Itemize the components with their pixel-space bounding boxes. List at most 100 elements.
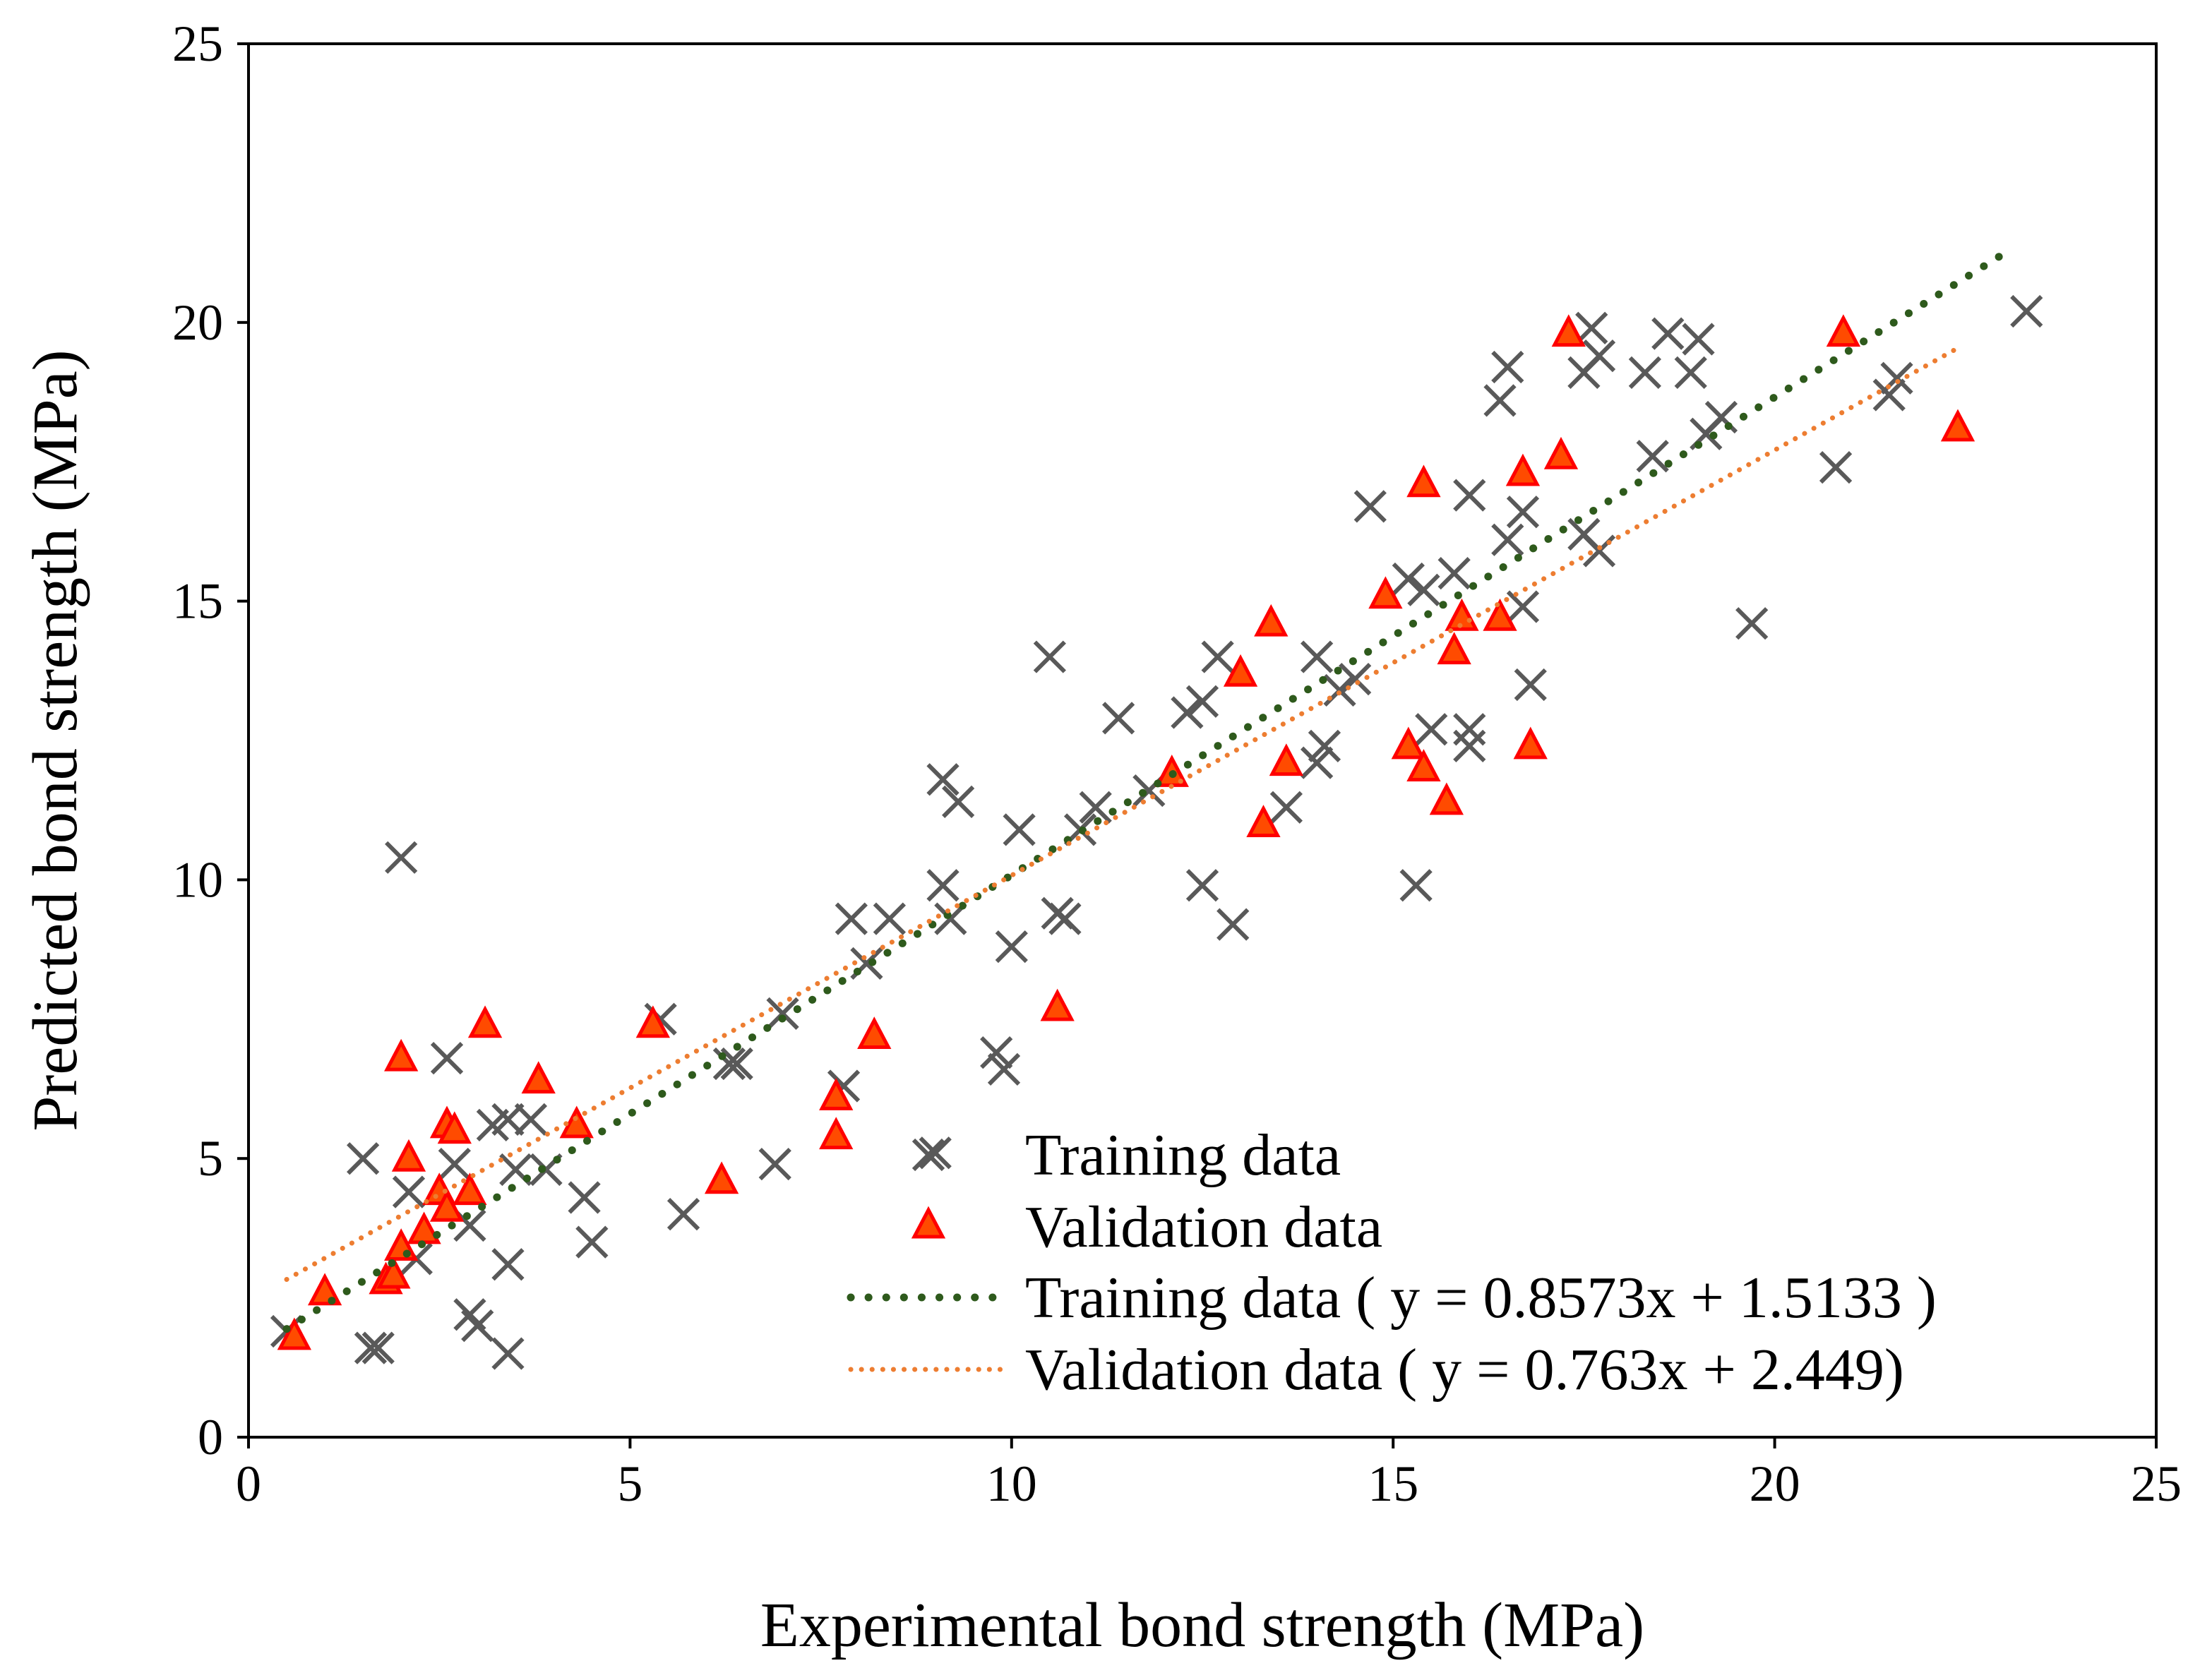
- validation-data-point: [437, 1111, 472, 1144]
- training-data-point: [1636, 440, 1669, 473]
- training-data-point: [568, 1181, 601, 1214]
- validation-trendline: [284, 345, 1961, 1283]
- x-tick-label: 0: [236, 1456, 261, 1512]
- training-data-point: [1353, 490, 1387, 523]
- validation-data-point: [1940, 409, 1975, 442]
- validation-data-point: [819, 1117, 854, 1150]
- training-data-point: [1628, 356, 1661, 389]
- validation-data-point: [1406, 464, 1441, 498]
- training-data-point: [1453, 729, 1486, 763]
- y-tick-label: 10: [172, 851, 223, 908]
- training-data-point: [1392, 562, 1425, 596]
- y-axis-title: Predicted bond strength (MPa): [20, 349, 90, 1131]
- validation-data-point: [1551, 314, 1586, 347]
- training-data-point: [1506, 496, 1540, 529]
- validation-data-point: [1429, 782, 1464, 815]
- training-data-point: [926, 763, 959, 796]
- training-data-point: [1437, 556, 1471, 590]
- training-data-point: [1651, 317, 1685, 350]
- training-data-point: [1308, 729, 1341, 763]
- training-data-point: [980, 1036, 1013, 1069]
- axis-layer: 0 5 10 15 20 25 0 5 10 15 20 25: [172, 16, 2182, 1512]
- training-data-point: [1185, 685, 1219, 718]
- training-data-point: [1483, 384, 1517, 417]
- training-data-point: [666, 1198, 700, 1231]
- x-tick-label: 10: [986, 1456, 1037, 1512]
- validation-data-point: [1437, 632, 1471, 665]
- training-data-point: [1819, 450, 1853, 484]
- training-data-point: [1399, 869, 1433, 902]
- training-data-point: [1339, 663, 1372, 696]
- legend-validation-marker-icon: [911, 1206, 946, 1239]
- plot-area-frame: [247, 42, 2158, 1439]
- validation-data-point: [384, 1038, 419, 1072]
- legend-training-marker-icon: [911, 1138, 945, 1172]
- training-data-point: [1582, 340, 1616, 373]
- training-data-point: [873, 902, 906, 935]
- training-data-point: [1735, 607, 1769, 640]
- x-axis-title: Experimental bond strength (MPa): [760, 1590, 1644, 1660]
- validation-data-point: [1513, 726, 1548, 760]
- training-data-point: [919, 1136, 952, 1170]
- validation-data-point: [819, 1077, 854, 1110]
- training-data-point: [1453, 479, 1486, 512]
- legend-label-validation: Validation data: [1025, 1194, 1382, 1260]
- validation-data-point: [1040, 988, 1075, 1021]
- validation-data-point: [1223, 654, 1258, 687]
- training-data-point: [491, 1337, 525, 1370]
- training-data-point: [392, 1175, 426, 1208]
- validation-data-point: [1406, 749, 1441, 781]
- training-data-point: [1300, 640, 1334, 673]
- training-data-point: [385, 841, 418, 874]
- training-data-point: [1682, 323, 1715, 356]
- training-data-point: [461, 1309, 494, 1343]
- training-data-point: [835, 902, 868, 935]
- validation-data-point: [1368, 576, 1403, 609]
- training-data-point: [1872, 378, 1906, 412]
- training-data-point: [1575, 311, 1608, 344]
- training-data-point: [758, 1147, 791, 1181]
- training-data-point: [514, 1103, 548, 1136]
- validation-data-point: [1505, 453, 1541, 486]
- validation-data-point: [1246, 805, 1281, 837]
- training-data-point: [1491, 523, 1524, 556]
- training-data-point: [1048, 902, 1082, 935]
- validation-data-point: [277, 1317, 311, 1350]
- x-tick-label: 15: [1368, 1456, 1418, 1512]
- training-data-point: [1216, 908, 1250, 941]
- validation-data-point: [391, 1139, 426, 1172]
- legend-training-cross: [911, 1138, 945, 1172]
- training-data-point: [361, 1331, 395, 1364]
- training-data-point: [995, 930, 1028, 964]
- training-data-point: [491, 1248, 525, 1281]
- training-data-point: [987, 1052, 1021, 1086]
- x-tick-label: 20: [1750, 1456, 1800, 1512]
- y-tick-label: 0: [198, 1409, 223, 1465]
- legend: Training data Validation data Training d…: [847, 1122, 1937, 1403]
- training-data-point: [1674, 356, 1707, 389]
- training-data-point: [430, 1041, 464, 1075]
- y-tick-label: 25: [172, 16, 223, 72]
- training-data-point: [1453, 713, 1486, 746]
- training-data-point: [720, 1047, 753, 1081]
- training-data-point: [1003, 813, 1036, 846]
- validation-data-point: [521, 1061, 556, 1094]
- training-data-point: [354, 1331, 388, 1364]
- training-data-point: [1415, 713, 1448, 746]
- training-data-point: [942, 785, 975, 818]
- validation-data-point: [467, 1005, 503, 1038]
- training-data-point: [766, 997, 799, 1031]
- legend-label-training-trendline: Training data ( y = 0.8573x + 1.5133 ): [1025, 1265, 1937, 1331]
- validation-data-point: [453, 1172, 487, 1206]
- training-data-point: [1171, 696, 1204, 729]
- validation-data-point: [1391, 726, 1425, 760]
- validation-data-point: [1269, 743, 1304, 776]
- validation-data-point: [1543, 436, 1579, 469]
- training-data-point: [491, 1103, 525, 1136]
- training-data-point: [575, 1225, 609, 1259]
- training-data-point: [1300, 746, 1334, 779]
- validation-data-point: [429, 1189, 465, 1222]
- training-data-point: [2010, 294, 2043, 328]
